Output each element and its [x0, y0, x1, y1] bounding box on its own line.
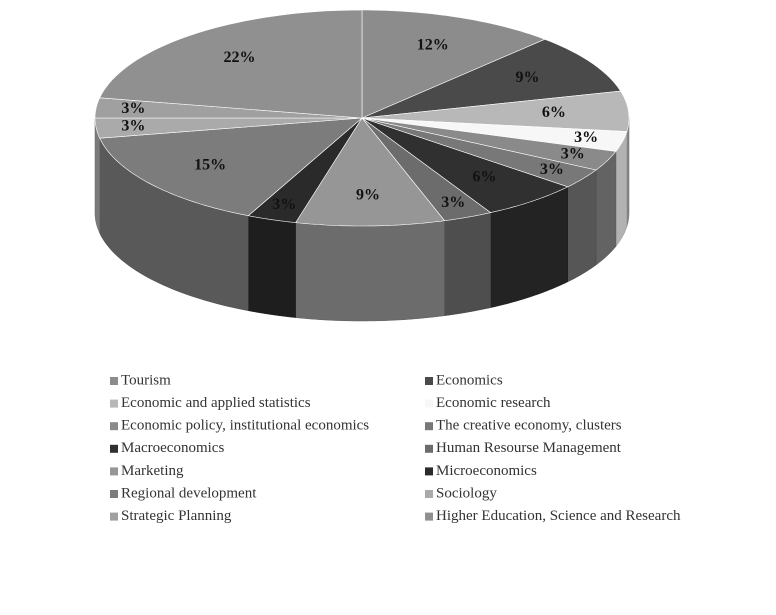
slice — [295, 117, 446, 227]
legend-swatch — [425, 399, 433, 408]
data-label: 15% — [194, 156, 226, 173]
legend-label: Higher Education, Science and Research — [436, 508, 681, 524]
legend-swatch — [110, 444, 118, 453]
slice — [94, 117, 363, 139]
data-label: 3% — [121, 100, 145, 117]
slice-side — [295, 220, 445, 322]
slice-side — [595, 150, 617, 266]
legend-swatch — [425, 377, 433, 385]
data-label: 12% — [417, 36, 449, 53]
legend-label: Economic and applied statistics — [121, 395, 311, 411]
legend-swatch — [110, 467, 118, 476]
slice — [361, 117, 492, 222]
legend-label: Tourism — [121, 372, 171, 388]
legend-label: Economic policy, institutional economics — [121, 418, 369, 434]
data-label: 3% — [121, 117, 145, 134]
legend-label: Strategic Planning — [121, 508, 232, 524]
slice — [361, 117, 628, 152]
legend-label: Marketing — [121, 463, 184, 479]
data-label: 3% — [441, 194, 465, 211]
legend-swatch — [110, 422, 118, 431]
slice — [99, 9, 363, 119]
legend-swatch — [425, 512, 433, 521]
legend-swatch — [425, 444, 433, 453]
slice — [361, 117, 617, 171]
data-label: 22% — [223, 49, 255, 66]
legend-label: Economic research — [436, 395, 551, 411]
data-label: 3% — [272, 196, 296, 213]
data-label: 3% — [561, 146, 585, 163]
legend-swatch — [110, 377, 118, 385]
legend-label: Regional development — [121, 485, 257, 501]
pie-tops — [94, 9, 630, 227]
slice-side — [626, 118, 630, 227]
legend-swatch — [425, 467, 433, 476]
legend-label: Macroeconomics — [121, 440, 224, 456]
data-label: 6% — [473, 169, 497, 186]
legend-label: The creative economy, clusters — [436, 418, 622, 434]
data-label: 6% — [542, 104, 566, 121]
legend-label: Economics — [436, 372, 503, 388]
slice-side — [444, 212, 491, 316]
legend-swatch — [110, 399, 118, 408]
legend-swatch — [110, 512, 118, 521]
slice — [361, 117, 569, 213]
legend-swatch — [110, 490, 118, 498]
legend-label: Human Resourse Management — [436, 440, 622, 456]
data-label: 3% — [574, 129, 598, 146]
slice — [361, 38, 622, 119]
data-label: 9% — [515, 69, 539, 86]
data-label: 9% — [356, 186, 380, 203]
slice — [247, 117, 363, 223]
legend-swatch — [425, 490, 433, 498]
slice-side — [567, 169, 597, 283]
slice — [99, 117, 363, 217]
legend-label: Microeconomics — [436, 463, 537, 479]
slice — [361, 117, 597, 188]
slice-side — [248, 215, 296, 318]
data-label: 3% — [540, 161, 564, 178]
slice — [361, 9, 546, 119]
legend-label: Sociology — [436, 485, 497, 501]
legend-swatch — [425, 422, 433, 431]
